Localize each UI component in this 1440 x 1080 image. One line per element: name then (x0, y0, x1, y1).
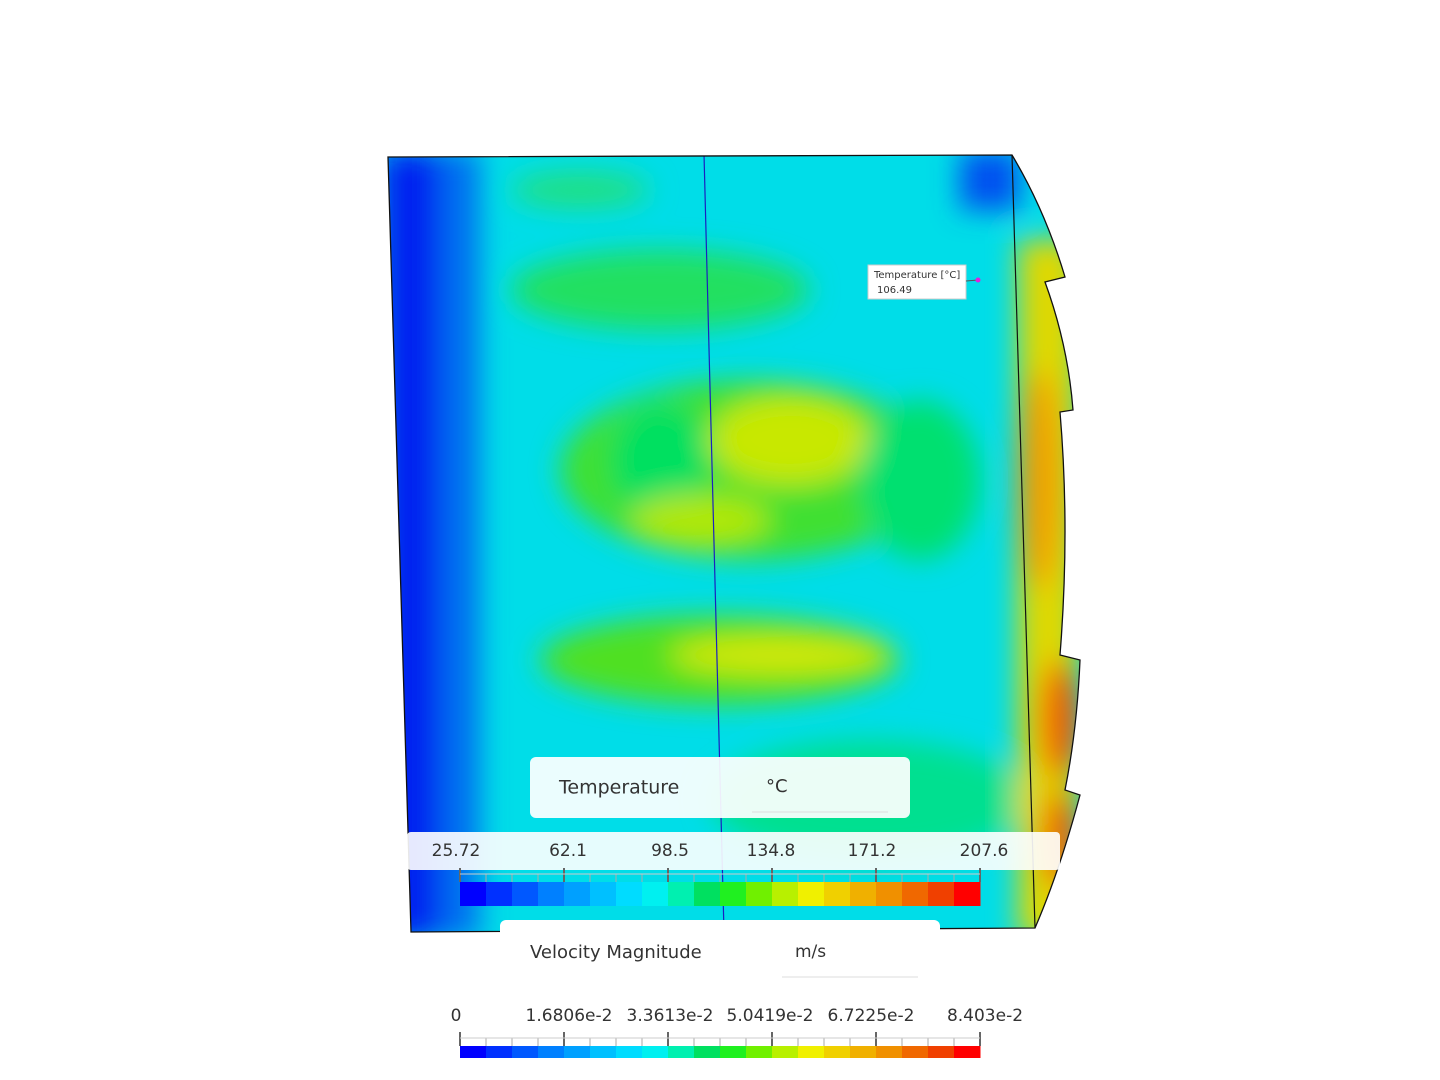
colorbar-segment (616, 1046, 643, 1058)
colorbar-segment (512, 1046, 539, 1058)
colorbar-segment (902, 1046, 929, 1058)
colorbar-segment (642, 1046, 669, 1058)
colorbar-segment (772, 882, 799, 906)
colorbar-segment (616, 882, 643, 906)
colorbar-segment (850, 1046, 877, 1058)
colorbar-segment (876, 882, 903, 906)
legend-tick-label: 3.3613e-2 (627, 1006, 714, 1026)
colorbar-segment (928, 882, 955, 906)
legend-tick-label: 62.1 (549, 841, 587, 861)
colorbar-segment (668, 882, 695, 906)
colorbar-segment (720, 882, 747, 906)
probe-label: Temperature [°C] (873, 270, 960, 281)
colorbar-segment (538, 882, 565, 906)
probe-value: 106.49 (877, 285, 912, 296)
colorbar-segment (876, 1046, 903, 1058)
colorbar-segment (460, 882, 487, 906)
colorbar-segment (460, 1046, 487, 1058)
contour-plot (388, 155, 1080, 932)
legend-header (500, 920, 940, 980)
legend-tick-label: 207.6 (960, 841, 1009, 861)
colorbar-segment (564, 882, 591, 906)
probe: Temperature [°C] 106.49 (867, 264, 981, 300)
legend-tick-label: 5.0419e-2 (727, 1006, 814, 1026)
colorbar-segment (694, 1046, 721, 1058)
colorbar-segment (824, 882, 851, 906)
legend-tick-label: 6.7225e-2 (828, 1006, 915, 1026)
legend-tick-label: 171.2 (848, 841, 897, 861)
colorbar-segment (538, 1046, 565, 1058)
colorbar-segment (954, 882, 981, 906)
colorbar-segment (564, 1046, 591, 1058)
colorbar-segment (642, 882, 669, 906)
colorbar-segment (694, 882, 721, 906)
geometry-outline (387, 154, 1081, 933)
colorbar-segment (798, 1046, 825, 1058)
colorbar-segment (590, 1046, 617, 1058)
legend-title: Velocity Magnitude (530, 942, 702, 963)
legend-header (530, 757, 910, 818)
colorbar-segment (824, 1046, 851, 1058)
legend-labels-bg (407, 832, 1060, 870)
colorbar-segment (954, 1046, 981, 1058)
legend-tick-label: 1.6806e-2 (526, 1006, 613, 1026)
colorbar-segment (850, 882, 877, 906)
legend-tick-label: 98.5 (651, 841, 689, 861)
legend-tick-label: 0 (451, 1006, 462, 1026)
legend-title: Temperature (558, 777, 679, 799)
legend-unit: m/s (795, 942, 826, 962)
colorbar-segment (668, 1046, 695, 1058)
colorbar-segment (486, 1046, 513, 1058)
colorbar-segment (746, 882, 773, 906)
colorbar-segment (486, 882, 513, 906)
legend-tick-label: 25.72 (432, 841, 481, 861)
colorbar-segment (928, 1046, 955, 1058)
colorbar-segment (746, 1046, 773, 1058)
legend-tick-label: 8.403e-2 (947, 1006, 1023, 1026)
colorbar-segment (590, 882, 617, 906)
legend-tick-label: 134.8 (747, 841, 796, 861)
legend-unit: °C (766, 776, 788, 797)
colorbar-segment (798, 882, 825, 906)
colorbar-segment (512, 882, 539, 906)
colorbar-segment (772, 1046, 799, 1058)
colorbar-segment (902, 882, 929, 906)
colorbar-segment (720, 1046, 747, 1058)
